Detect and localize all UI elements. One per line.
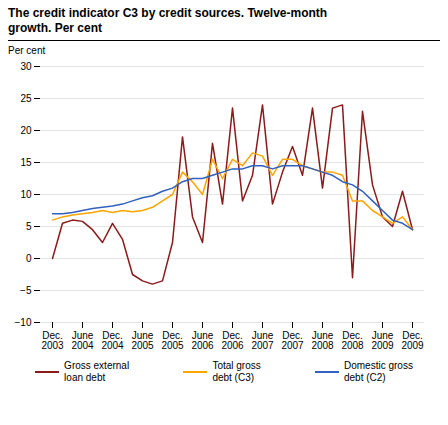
html-text:Per cent: Per cent: [8, 45, 46, 56]
svg-text:Dec.2004: Dec.2004: [101, 330, 124, 351]
svg-text:June2008: June2008: [311, 330, 334, 351]
svg-text:June2004: June2004: [71, 330, 94, 351]
svg-text:Dec.2005: Dec.2005: [161, 330, 184, 351]
svg-text:June2006: June2006: [191, 330, 214, 351]
svg-text:30: 30: [20, 61, 32, 72]
svg-text:Dec.2006: Dec.2006: [221, 330, 244, 351]
svg-text:20: 20: [20, 125, 32, 136]
svg-text:Dec.2003: Dec.2003: [41, 330, 64, 351]
svg-text:−10: −10: [15, 317, 32, 328]
svg-text:5: 5: [26, 221, 32, 232]
svg-text:15: 15: [20, 157, 32, 168]
svg-text:Dec.2009: Dec.2009: [401, 330, 424, 351]
svg-text:June2009: June2009: [371, 330, 394, 351]
html-text:The credit indicator C3 by cre: The credit indicator C3 by credit source…: [8, 6, 328, 35]
svg-text:−5: −5: [20, 285, 32, 296]
svg-text:0: 0: [26, 253, 32, 264]
svg-text:10: 10: [20, 189, 32, 200]
svg-text:25: 25: [20, 93, 32, 104]
svg-text:Dec.2007: Dec.2007: [281, 330, 304, 351]
html-text:Domestic gross debt (C2): Domestic gross debt (C2): [344, 360, 413, 383]
svg-text:June2005: June2005: [131, 330, 154, 351]
svg-text:Dec.2008: Dec.2008: [341, 330, 364, 351]
html-text:Total gross debt (C3): Total gross debt (C3): [212, 360, 261, 383]
svg-text:June2007: June2007: [251, 330, 274, 351]
html-text:Gross external loan debt: Gross external loan debt: [64, 360, 130, 383]
